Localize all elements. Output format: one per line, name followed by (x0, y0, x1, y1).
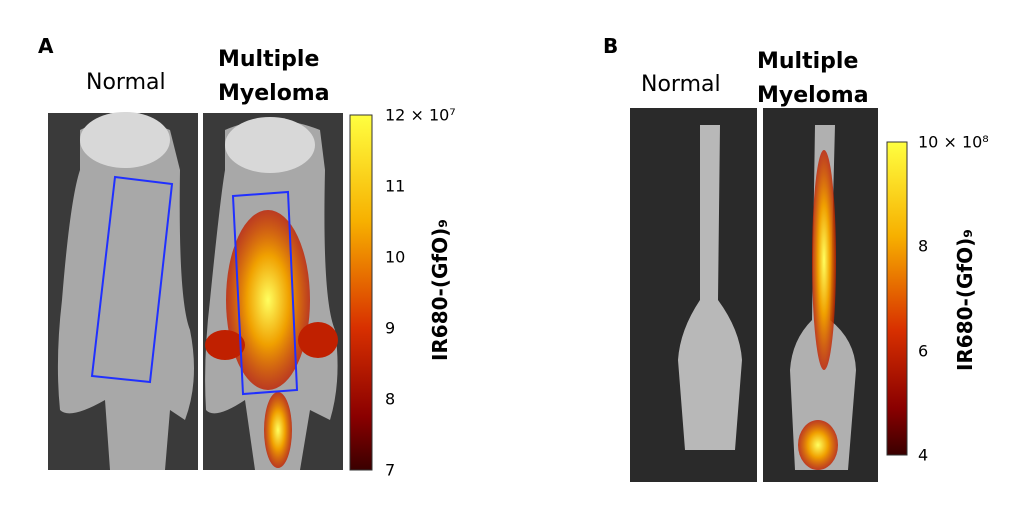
panel-label: A (38, 34, 54, 58)
signal (298, 322, 338, 358)
mouse (57, 120, 194, 470)
image-caption: Multiple Myeloma (757, 49, 869, 108)
colorbar-tick-label: 10 × 10⁸ (918, 132, 989, 152)
signal (798, 420, 838, 470)
colorbar-tick-label: 10 (385, 247, 406, 267)
colorbar-title: IR680-(GfO)₉ (428, 218, 452, 362)
colorbar (886, 141, 908, 456)
colorbar (349, 114, 373, 471)
spine (678, 125, 742, 450)
colorbar-tick-label: 9 (385, 318, 396, 338)
colorbar-tick-label: 8 (385, 389, 396, 409)
colorbar-tick-label: 6 (918, 341, 929, 361)
panel-label: B (603, 34, 619, 58)
fur (225, 117, 315, 173)
signal (226, 210, 310, 390)
colorbar-tick-label: 7 (385, 460, 396, 480)
colorbar-title: IR680-(GfO)₉ (953, 228, 977, 372)
colorbar-tick-label: 4 (918, 445, 929, 465)
fur (80, 112, 170, 168)
image-caption: Normal (641, 72, 721, 97)
colorbar-tick-label: 8 (918, 236, 929, 256)
roi (90, 175, 174, 384)
signal (812, 150, 836, 370)
signal (205, 330, 245, 360)
image-caption: Multiple Myeloma (218, 47, 330, 106)
roi (231, 190, 299, 396)
signal (264, 392, 292, 468)
colorbar-tick-label: 11 (385, 176, 406, 196)
image-caption: Normal (86, 70, 166, 95)
colorbar-tick-label: 12 × 10⁷ (385, 105, 456, 125)
